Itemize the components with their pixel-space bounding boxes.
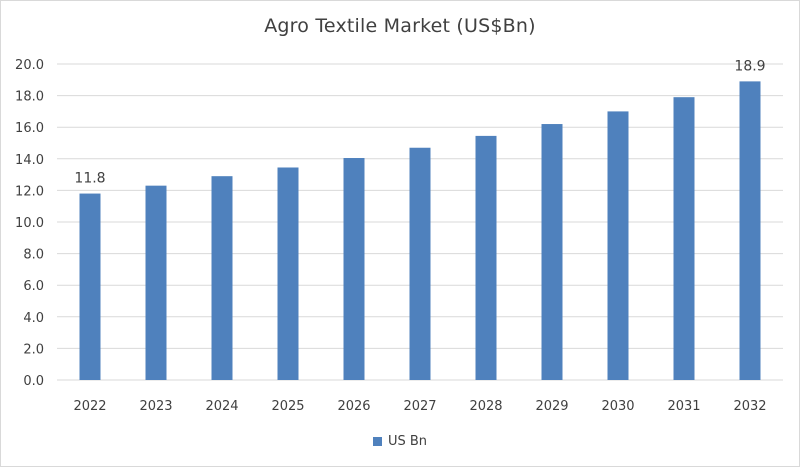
x-tick-label: 2027 (403, 399, 436, 414)
bar-2031 (673, 97, 695, 381)
x-tick-label: 2032 (733, 399, 766, 414)
y-tick-label: 20.0 (15, 58, 44, 73)
y-tick-label: 0.0 (23, 374, 44, 389)
x-tick-label: 2029 (535, 399, 568, 414)
bar-2028 (475, 135, 497, 380)
bar-2024 (211, 176, 233, 380)
data-label: 11.8 (74, 171, 105, 187)
legend-label: US Bn (387, 434, 428, 449)
y-axis-ticks: 0.0 2.0 4.0 6.0 8.0 10.0 12.0 14.0 16.0 18.0 20.0 (15, 58, 44, 389)
data-label: 18.9 (734, 58, 765, 74)
y-tick-label: 2.0 (23, 342, 44, 357)
chart-title: Agro Textile Market (US$Bn) (264, 15, 536, 37)
x-axis-ticks: 2022 2023 2024 2025 2026 2027 2028 2029 2030 2031… (73, 399, 766, 414)
legend-swatch (372, 437, 382, 446)
y-tick-label: 10.0 (15, 216, 44, 231)
x-tick-label: 2023 (139, 399, 172, 414)
y-tick-label: 14.0 (15, 153, 44, 168)
bar-2027 (409, 147, 431, 380)
x-tick-label: 2024 (205, 399, 238, 414)
bar-2030 (607, 111, 629, 381)
x-tick-label: 2026 (337, 399, 370, 414)
x-tick-label: 2031 (667, 399, 700, 414)
y-tick-label: 16.0 (15, 121, 44, 136)
bar-2032 (739, 81, 761, 380)
data-labels: 11.8 18.9 (74, 58, 765, 186)
x-tick-label: 2022 (73, 399, 106, 414)
bar-2026 (343, 158, 365, 380)
bar-2029 (541, 124, 563, 380)
bar-2023 (145, 185, 167, 380)
x-tick-label: 2030 (601, 399, 634, 414)
y-tick-label: 8.0 (23, 248, 44, 263)
bar-2022 (79, 193, 101, 380)
y-tick-label: 4.0 (23, 311, 44, 326)
x-tick-label: 2025 (271, 399, 304, 414)
x-tick-label: 2028 (469, 399, 502, 414)
y-tick-label: 18.0 (15, 90, 44, 105)
y-tick-label: 12.0 (15, 184, 44, 199)
bars (79, 81, 761, 381)
y-tick-label: 6.0 (23, 279, 44, 294)
bar-2025 (277, 167, 299, 380)
legend: US Bn (0, 434, 800, 449)
